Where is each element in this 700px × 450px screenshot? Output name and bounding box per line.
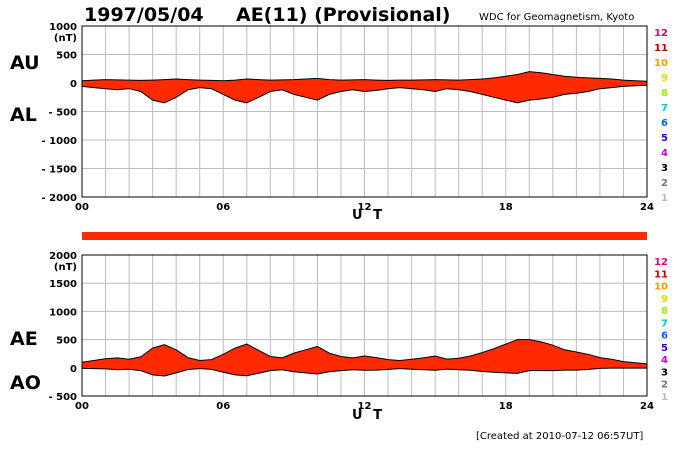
y-tick-label: 1000 — [49, 22, 77, 33]
y-unit-label: (nT) — [54, 262, 77, 273]
station-level-label: 4 — [661, 148, 668, 159]
series-envelope-AU-AL — [82, 71, 647, 103]
station-level-label: 9 — [661, 294, 668, 305]
station-level-label: 10 — [654, 282, 668, 293]
x-axis-label-bottom: U T — [352, 408, 385, 423]
y-tick-label: 1000 — [49, 307, 77, 318]
station-level-label: 7 — [661, 318, 668, 329]
plot-frame — [81, 25, 648, 198]
station-level-label: 8 — [661, 306, 668, 317]
series-line-AE — [81, 339, 648, 365]
au-label: AU — [10, 52, 40, 74]
y-tick-label: 0 — [70, 79, 77, 90]
x-tick-label: 00 — [75, 401, 89, 412]
ae-label: AE — [10, 328, 38, 350]
station-level-label: 8 — [661, 88, 668, 99]
x-axis-label-top: U T — [352, 208, 385, 223]
x-tick-label: 12 — [358, 202, 372, 213]
chart-title: AE(11) (Provisional) — [236, 4, 451, 26]
station-level-label: 11 — [654, 43, 668, 54]
plot-frame — [81, 254, 648, 397]
source-label: WDC for Geomagnetism, Kyoto — [479, 12, 635, 23]
ao-label: AO — [10, 372, 41, 394]
station-level-label: 2 — [661, 178, 668, 189]
x-tick-label: 24 — [640, 202, 654, 213]
separator-bar — [82, 232, 647, 240]
y-unit-label: (nT) — [54, 33, 77, 44]
x-tick-label: 18 — [499, 401, 513, 412]
y-tick-label: - 500 — [48, 392, 77, 403]
y-tick-label: 500 — [56, 51, 77, 62]
chart-date: 1997/05/04 — [84, 4, 204, 26]
station-level-label: 1 — [661, 193, 668, 204]
station-level-label: 3 — [661, 367, 668, 378]
y-tick-label: 1500 — [49, 279, 77, 290]
al-label: AL — [10, 104, 37, 126]
series-line-AO — [81, 367, 647, 377]
station-level-label: 12 — [654, 257, 668, 268]
station-level-label: 4 — [661, 355, 668, 366]
station-level-label: 10 — [654, 58, 668, 69]
y-tick-label: 2000 — [49, 251, 77, 262]
x-tick-label: 06 — [216, 401, 230, 412]
y-tick-label: - 1000 — [42, 136, 78, 147]
x-tick-label: 18 — [499, 202, 513, 213]
x-tick-label: 12 — [358, 401, 372, 412]
station-level-label: 1 — [661, 392, 668, 403]
station-level-label: 9 — [661, 73, 668, 84]
created-timestamp: [Created at 2010-07-12 06:57UT] — [476, 431, 644, 442]
y-tick-label: 500 — [56, 336, 77, 347]
station-level-label: 12 — [654, 28, 668, 39]
x-tick-label: 00 — [75, 202, 89, 213]
y-tick-label: - 2000 — [42, 193, 78, 204]
station-level-label: 5 — [661, 133, 668, 144]
y-tick-label: 0 — [70, 364, 77, 375]
station-level-label: 11 — [654, 269, 668, 280]
series-line-AL — [81, 84, 648, 104]
x-tick-label: 06 — [216, 202, 230, 213]
series-envelope-AE-AO — [82, 339, 647, 376]
y-tick-label: - 500 — [48, 108, 77, 119]
station-level-legend: 12 11 10 9 8 7 6 5 4 3 2 1 — [654, 28, 668, 204]
station-level-label: 6 — [661, 118, 668, 129]
y-tick-label: - 1500 — [42, 165, 78, 176]
plot-panel-0: 1000 500 0 - 500 - 1000 - 1500 - 2000 (nT) 00 06 1… — [42, 22, 669, 213]
series-line-AU — [81, 71, 648, 82]
station-level-label: 3 — [661, 163, 668, 174]
station-level-label: 7 — [661, 103, 668, 114]
station-level-label: 5 — [661, 343, 668, 354]
x-tick-label: 24 — [640, 401, 654, 412]
station-level-label: 2 — [661, 380, 668, 391]
station-level-label: 6 — [661, 331, 668, 342]
